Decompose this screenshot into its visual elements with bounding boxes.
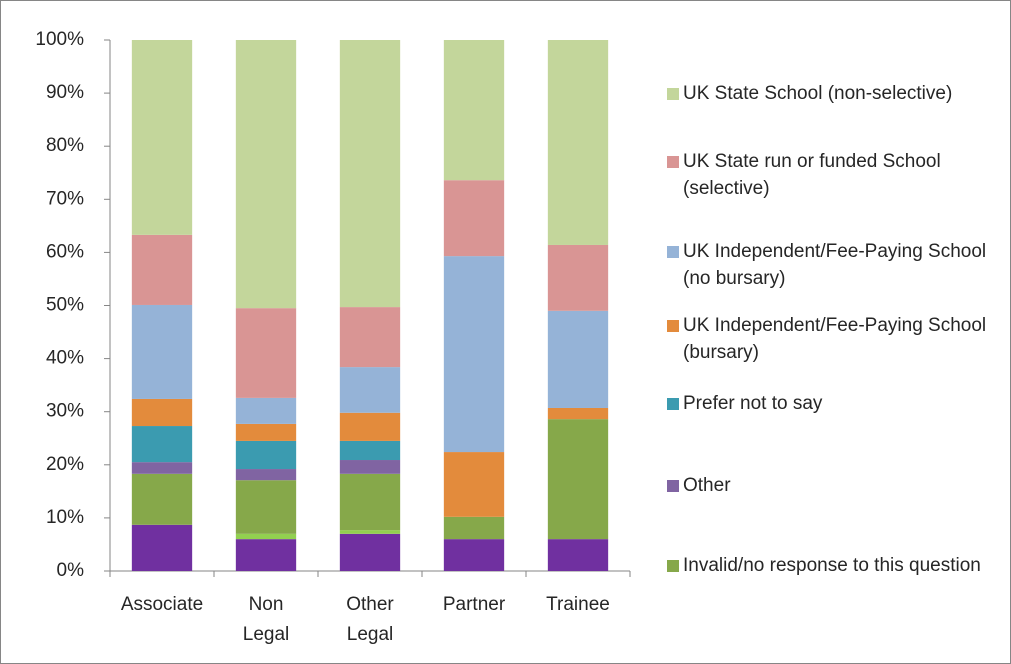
bar-segment [131,398,193,427]
bar-segment [339,307,401,368]
legend-swatch [667,480,679,492]
bar-segment [131,40,193,235]
bar-segment [547,40,609,245]
bar-segment [131,304,193,399]
bar-segment [443,516,505,540]
x-tick-label: Associate [121,594,203,615]
y-tick-label: 80% [46,135,84,156]
bar-segment [131,462,193,474]
legend-entry: UK State run or funded School (selective… [667,148,1007,202]
y-tick-label: 30% [46,401,84,422]
bar-segment [235,469,297,481]
legend-label: UK State School (non-selective) [683,83,953,104]
bar-segment [547,419,609,540]
bar-segment [443,452,505,517]
bar-segment [235,423,297,441]
legend-swatch [667,560,679,572]
bar-segment [131,234,193,305]
bar-segment [235,397,297,424]
bar-segment [339,367,401,413]
bar-segment [339,530,401,534]
bar-segment [443,180,505,257]
legend-label: Prefer not to say [683,393,823,414]
legend-label: UK State run or funded School (selective… [683,151,941,199]
bar-segment [131,426,193,463]
bar-segment [547,244,609,311]
bar-segment [235,533,297,540]
bar-segment [339,460,401,474]
bar-segment [547,310,609,408]
bar-segment [131,524,193,571]
y-tick-label: 100% [35,29,84,50]
bar-segment [339,40,401,308]
y-tick-label: 40% [46,348,84,369]
legend-swatch [667,320,679,332]
legend-swatch [667,156,679,168]
bar-segment [235,480,297,534]
bar-segment [547,407,609,420]
x-tick-label: Other [346,594,394,615]
y-tick-label: 70% [46,188,84,209]
bar-segment [443,256,505,453]
x-tick-label: Legal [243,624,290,645]
bar-segment [443,539,505,571]
legend-entry: Prefer not to say [667,390,1007,417]
bar-segment [235,440,297,470]
y-tick-label: 60% [46,241,84,262]
bar-segment [547,539,609,571]
legend-swatch [667,88,679,100]
legend-label: UK Independent/Fee-Paying School (bursar… [683,315,987,363]
legend-entry: UK Independent/Fee-Paying School (bursar… [667,312,1007,366]
bar-segment [443,40,505,181]
y-tick-label: 0% [57,560,85,581]
bar-segment [235,539,297,571]
y-tick-label: 20% [46,454,84,475]
bar-segment [235,40,297,309]
legend-entry: UK Independent/Fee-Paying School (no bur… [667,238,1007,292]
legend-label: Other [683,475,731,496]
bar-segment [339,440,401,461]
legend-label: UK Independent/Fee-Paying School (no bur… [683,241,987,289]
bar-segment [235,308,297,398]
x-tick-label: Legal [347,624,394,645]
bar-segment [339,533,401,571]
bar-segment [339,473,401,531]
legend-entry: UK State School (non-selective) [667,80,1007,107]
y-tick-label: 10% [46,507,84,528]
x-tick-label: Partner [443,594,506,615]
legend-swatch [667,398,679,410]
legend-entry: Other [667,472,1007,499]
bar-segment [131,473,193,525]
y-tick-label: 90% [46,82,84,103]
legend-swatch [667,246,679,258]
x-tick-label: Trainee [546,594,610,615]
y-tick-label: 50% [46,295,84,316]
x-tick-label: Non [249,594,284,615]
legend-entry: Invalid/no response to this question [667,552,1007,579]
bar-segment [339,412,401,441]
legend-label: Invalid/no response to this question [683,555,981,576]
